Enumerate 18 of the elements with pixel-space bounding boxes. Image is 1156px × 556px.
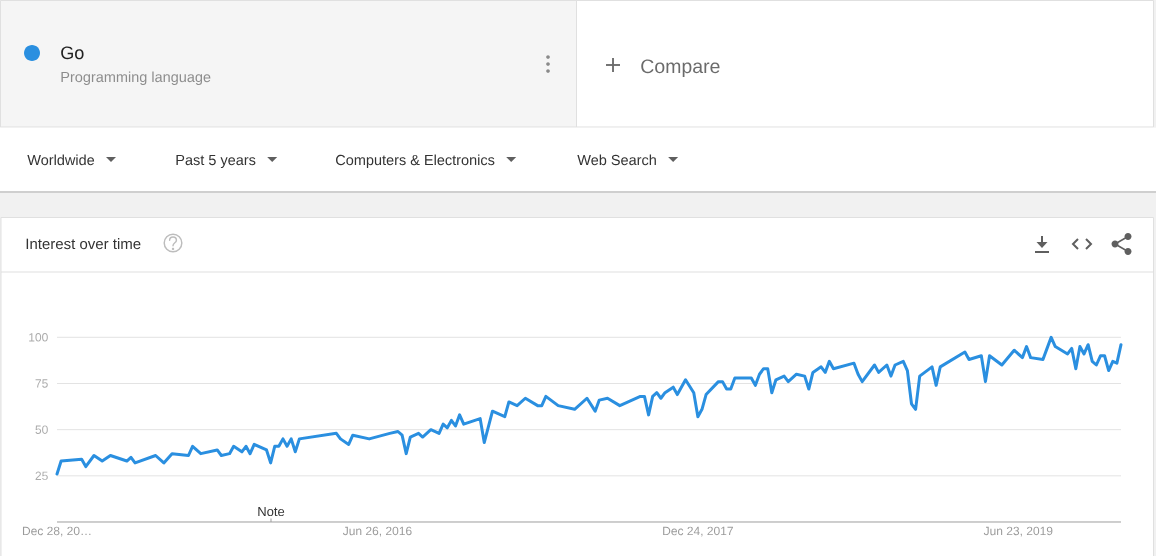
text: Past 5 years <box>176 155 256 169</box>
y-tick-label: 100 <box>29 333 48 342</box>
annotation: Note <box>258 507 285 517</box>
text: Programming language <box>61 71 211 86</box>
x-tick-label: Dec 28, 20… <box>22 526 91 537</box>
y-tick-label: 50 <box>35 425 48 434</box>
chart-title: Interest over time <box>26 238 141 250</box>
legend-label: Go <box>61 46 84 60</box>
x-tick-label: Jun 23, 2019 <box>983 526 1053 537</box>
text: Web Search <box>577 154 656 166</box>
y-tick-label: 25 <box>35 471 48 481</box>
line-series <box>55 335 1123 476</box>
y-tick-label: 75 <box>35 379 48 388</box>
text: Worldwide <box>27 154 95 166</box>
x-tick-label: Dec 24, 2017 <box>663 526 733 537</box>
x-tick-label: Jun 26, 2016 <box>342 526 412 537</box>
text: Compare <box>641 59 720 78</box>
text: Computers & Electronics <box>336 154 495 169</box>
